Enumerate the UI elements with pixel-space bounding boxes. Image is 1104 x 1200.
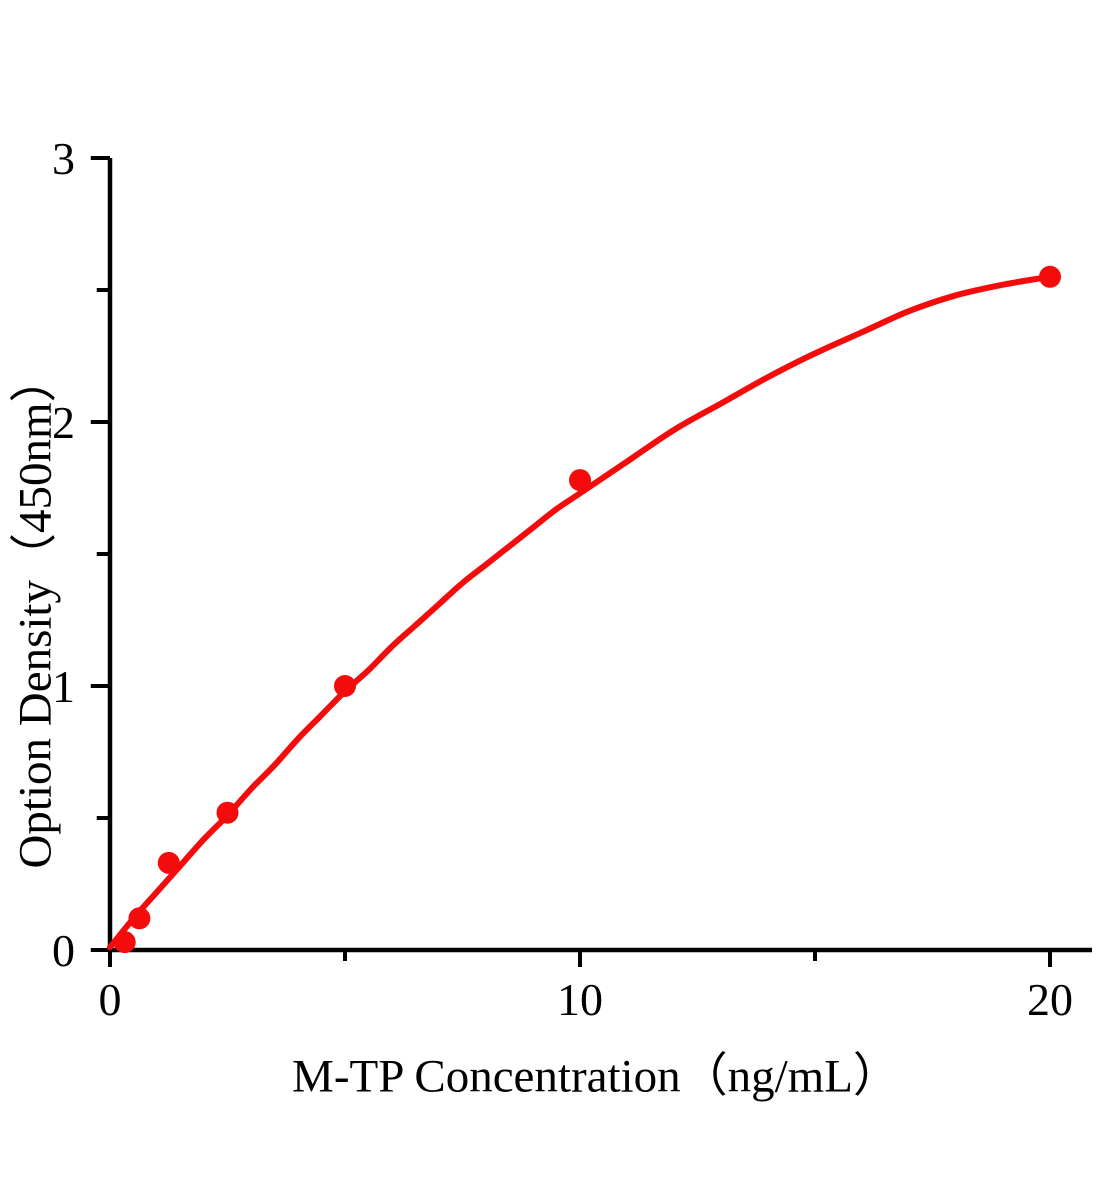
data-point	[216, 801, 239, 824]
x-tick-label: 0	[99, 974, 122, 1025]
y-tick-label: 2	[52, 397, 75, 448]
data-point	[113, 931, 136, 954]
x-axis-title: M-TP Concentration（ng/mL）	[292, 1050, 900, 1103]
standard-curve-line	[107, 273, 1053, 951]
x-tick-label: 20	[1027, 974, 1073, 1025]
data-point	[1039, 265, 1061, 288]
data-point	[157, 851, 180, 874]
data-point	[334, 675, 356, 697]
data-point	[569, 469, 591, 492]
y-tick-label: 0	[52, 925, 75, 976]
data-point	[128, 907, 151, 930]
y-axis-title: Option Density（450nm）	[9, 355, 62, 869]
y-tick-label: 1	[52, 661, 75, 712]
y-tick-label: 3	[52, 133, 75, 184]
x-tick-label: 10	[557, 974, 603, 1025]
